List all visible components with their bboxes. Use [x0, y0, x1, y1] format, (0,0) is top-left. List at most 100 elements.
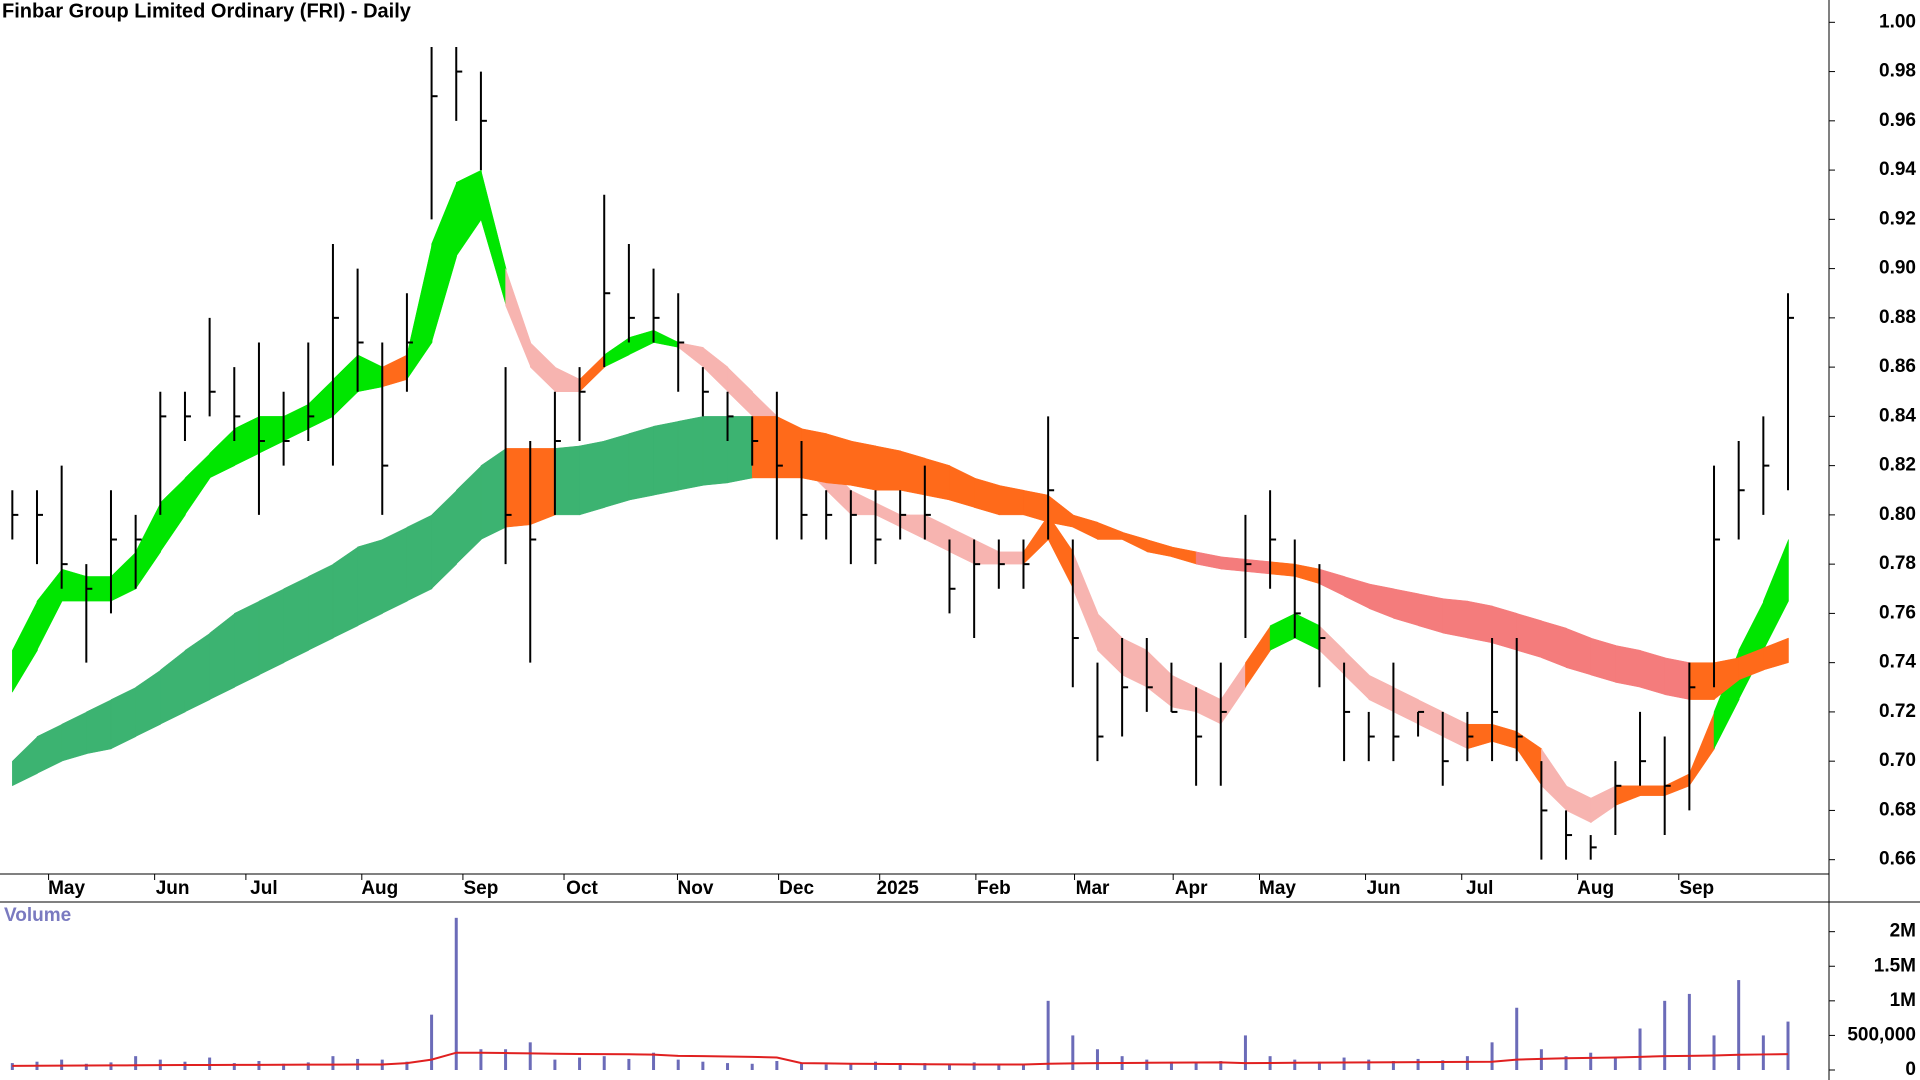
volume-bar: [676, 1059, 680, 1070]
ribbon-segment: [1689, 662, 1715, 700]
ribbon-segment: [258, 588, 285, 676]
ribbon-segment: [160, 649, 186, 725]
ribbon-segment: [357, 354, 384, 393]
x-tick-label: 2025: [877, 878, 920, 899]
volume-bar: [454, 917, 458, 1070]
y-tick-label: 0.72: [1879, 701, 1916, 722]
ribbon-segment: [1541, 748, 1567, 812]
ribbon-segment: [1023, 489, 1049, 523]
ribbon-segment: [1368, 674, 1395, 713]
ribbon-segment: [1442, 598, 1469, 639]
volume-bar: [1761, 1035, 1765, 1070]
ribbon-segment: [1590, 637, 1617, 683]
volume-bar: [1589, 1052, 1593, 1070]
volume-bar: [800, 1063, 804, 1070]
y-tick-label: 500,000: [1847, 1024, 1916, 1045]
ribbon-segment: [579, 440, 605, 516]
ribbon-segment: [1269, 612, 1296, 651]
ribbon-segment: [1491, 723, 1518, 750]
ribbon-segment: [332, 546, 359, 639]
volume-bar: [1416, 1058, 1420, 1070]
ribbon-segment: [1023, 514, 1049, 565]
ribbon-segment: [234, 600, 260, 688]
ribbon-segment: [1590, 785, 1617, 824]
ribbon-segment: [308, 378, 334, 430]
volume-bar: [1194, 1063, 1198, 1070]
ribbon-segment: [875, 445, 901, 491]
ribbon-segment: [135, 502, 162, 590]
ribbon-segment: [110, 686, 137, 750]
ribbon-segment: [258, 416, 285, 454]
volume-bar: [405, 1061, 409, 1070]
ribbon-segment: [949, 465, 975, 508]
ribbon-segment: [456, 169, 482, 258]
volume-bar: [775, 1061, 779, 1070]
ribbon-segment: [12, 600, 38, 694]
volume-title: Volume: [4, 905, 71, 926]
ribbon-segment: [1195, 551, 1222, 570]
volume-bar: [1515, 1007, 1519, 1070]
ribbon-segment: [653, 329, 679, 348]
volume-bar: [208, 1057, 212, 1070]
ribbon-segment: [529, 448, 556, 526]
ribbon-segment: [677, 342, 704, 368]
volume-bar: [1613, 1057, 1617, 1070]
x-tick-label: Aug: [361, 878, 398, 899]
ribbon-segment: [850, 489, 877, 516]
ribbon-segment: [973, 477, 1000, 516]
y-tick-label: 1.5M: [1874, 955, 1916, 976]
volume-bar: [947, 1063, 951, 1070]
x-tick-label: Dec: [779, 878, 814, 899]
volume-bar: [10, 1063, 14, 1070]
x-tick-label: Jul: [1466, 878, 1493, 899]
volume-bar: [232, 1063, 236, 1070]
ribbon-segment: [899, 450, 926, 496]
ribbon-segment: [1146, 649, 1173, 708]
ribbon-segment: [1269, 561, 1296, 577]
ribbon-segment: [431, 489, 457, 590]
ribbon-segment: [1146, 539, 1173, 558]
ribbon-segment: [1516, 731, 1543, 787]
volume-bar: [1367, 1059, 1371, 1070]
volume-bar: [1169, 1061, 1173, 1070]
x-tick-label: Mar: [1076, 878, 1110, 899]
volume-bar: [528, 1042, 532, 1070]
volume-bar: [726, 1063, 730, 1070]
y-tick-label: 2M: [1890, 921, 1916, 942]
y-tick-label: 0: [1905, 1059, 1916, 1080]
ribbon-segment: [801, 428, 827, 484]
ribbon-segment: [1491, 605, 1518, 651]
volume-bar: [84, 1063, 88, 1070]
x-tick-label: May: [1259, 878, 1296, 899]
volume-bar: [1663, 1000, 1667, 1070]
ribbon-segment: [875, 502, 901, 528]
ribbon-segment: [1245, 624, 1271, 689]
ribbon-segment: [603, 337, 630, 368]
y-tick-label: 0.80: [1879, 504, 1916, 525]
ribbon-segment: [1615, 785, 1641, 806]
volume-bar: [1465, 1056, 1469, 1070]
volume-bar: [972, 1062, 976, 1070]
ribbon-segment: [1294, 612, 1321, 651]
volume-bar: [1391, 1061, 1395, 1070]
y-tick-label: 0.66: [1879, 849, 1916, 870]
ribbon-segment: [184, 452, 211, 516]
ribbon-segment: [628, 425, 655, 501]
volume-bar: [479, 1049, 483, 1070]
ribbon-segment: [209, 612, 236, 701]
ribbon-segment: [1639, 650, 1666, 696]
ribbon-segment: [751, 416, 778, 479]
ribbon-segment: [1072, 514, 1099, 540]
ribbon-segment: [1565, 627, 1592, 676]
volume-bar: [923, 1063, 927, 1070]
y-tick-label: 0.84: [1879, 405, 1916, 426]
ribbon-segment: [135, 669, 162, 737]
ribbon-segment: [36, 723, 63, 774]
y-tick-label: 0.74: [1879, 652, 1916, 673]
ribbon-segment: [998, 485, 1025, 516]
ribbon-segment: [283, 576, 310, 664]
volume-bar: [1219, 1061, 1223, 1070]
ribbon-segment: [480, 447, 507, 540]
ribbon-segment: [1565, 785, 1592, 824]
